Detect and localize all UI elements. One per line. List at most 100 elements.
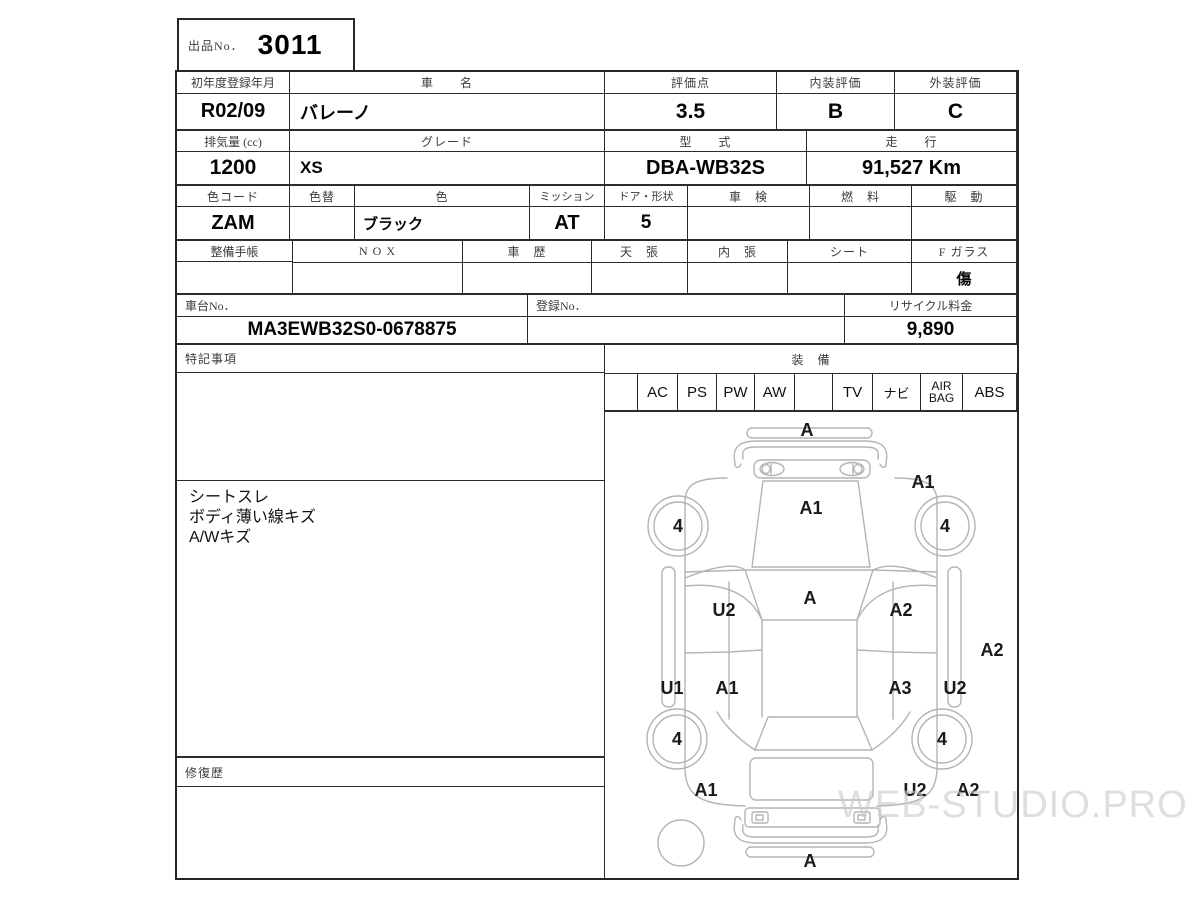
field-headliner-label: 天 張 (592, 241, 687, 263)
field-score-value: 3.5 (675, 99, 706, 123)
field-service-book: 整備手帳 (177, 241, 293, 295)
field-fuel-value (810, 207, 911, 239)
damage-mark: A (804, 588, 817, 608)
damage-marks: A A1 4 4 A1 A U2 A2 A2 U1 A1 A3 U2 4 4 A1 U2 A2 A (660, 420, 1003, 871)
field-mileage-label: 走 行 (807, 131, 1016, 152)
damage-mark: A1 (799, 498, 822, 518)
field-grade-label: グレード (290, 131, 604, 152)
equipment-cell-abs: ABS (963, 374, 1017, 410)
field-nox-label: N O X (293, 241, 462, 263)
field-service-book-value (177, 262, 292, 293)
equipment-cell-pw: PW (717, 374, 755, 410)
field-drive-value (912, 207, 1016, 239)
field-color-code-value: ZAM (211, 211, 255, 234)
repair-header: 修復歴 (177, 758, 605, 787)
auction-no-label: 出品No． (188, 38, 244, 53)
field-recycle-fee: リサイクル料金 9,890 (845, 295, 1017, 345)
equipment-cell-air-bag: AIR BAG (921, 374, 963, 410)
damage-mark: U1 (660, 678, 683, 698)
field-displacement-value: 1200 (209, 156, 257, 179)
field-exterior-value: C (947, 99, 964, 123)
equipment-cell-empty (795, 374, 833, 410)
field-inspection-label: 車 検 (688, 186, 809, 207)
field-history: 車 歴 (463, 241, 592, 295)
field-mileage-value: 91,527 Km (862, 156, 961, 179)
damage-mark: A1 (715, 678, 738, 698)
note-line: シートスレ (189, 489, 270, 506)
auction-no-box: 出品No． 3011 (177, 18, 355, 72)
notes-box: シートスレ ボディ薄い線キズ A/Wキズ (177, 481, 605, 758)
damage-mark: A1 (911, 472, 934, 492)
damage-mark: 4 (672, 729, 682, 749)
field-f-glass: F ガラス 傷 (912, 241, 1017, 295)
field-reg-no: 登録No． (528, 295, 845, 345)
damage-mark: 4 (673, 516, 683, 536)
field-chassis-no: 車台No． MA3EWB32S0-0678875 (177, 295, 528, 345)
damage-mark: A2 (889, 600, 912, 620)
field-door-trim: 内 張 (688, 241, 788, 295)
damage-mark: A (801, 420, 814, 440)
field-color-code: 色コード ZAM (177, 186, 290, 241)
damage-mark: 4 (937, 729, 947, 749)
field-color-change-value (290, 207, 354, 239)
field-fuel: 燃 料 (810, 186, 912, 241)
field-color: 色 ブラック (355, 186, 530, 241)
field-transmission: ミッション AT (530, 186, 605, 241)
note-line: A/Wキズ (189, 529, 252, 546)
field-inspection-value (688, 207, 809, 239)
field-score: 評価点 3.5 (605, 72, 777, 131)
field-nox: N O X (293, 241, 463, 295)
field-first-reg-value: R02/09 (200, 100, 266, 122)
damage-mark: U2 (712, 600, 735, 620)
field-displacement: 排気量 (cc) 1200 (177, 131, 290, 186)
field-doors-label: ドア・形状 (605, 186, 687, 207)
field-seat: シート (788, 241, 912, 295)
equipment-cell-ナビ: ナビ (873, 374, 921, 410)
field-interior-value: B (827, 99, 844, 123)
field-exterior-label: 外装評価 (895, 72, 1016, 94)
field-mileage: 走 行 91,527 Km (807, 131, 1017, 186)
notes-lines: シートスレ ボディ薄い線キズ A/Wキズ (177, 481, 328, 555)
field-headliner-value (592, 263, 687, 293)
field-fuel-label: 燃 料 (810, 186, 911, 207)
field-f-glass-label: F ガラス (912, 241, 1016, 263)
field-car-name-value: バレーノ (300, 102, 371, 123)
damage-mark: U2 (943, 678, 966, 698)
field-drive: 駆 動 (912, 186, 1017, 241)
car-outline (646, 427, 976, 867)
damage-mark: 4 (940, 516, 950, 536)
car-diagram-cell: A A1 4 4 A1 A U2 A2 A2 U1 A1 A3 U2 4 4 A1 U2 A2 A (605, 412, 1017, 878)
field-grade-value: XS (300, 158, 323, 177)
field-first-reg-label: 初年度登録年月 (177, 72, 289, 94)
field-doors: ドア・形状 5 (605, 186, 688, 241)
field-transmission-value: AT (554, 211, 580, 234)
damage-mark: A2 (956, 780, 979, 800)
field-displacement-label: 排気量 (cc) (177, 131, 289, 152)
field-car-name-label: 車 名 (290, 72, 604, 94)
repair-header-label: 修復歴 (185, 765, 225, 780)
field-drive-label: 駆 動 (912, 186, 1016, 207)
auction-no-value: 3011 (257, 29, 323, 60)
field-recycle-fee-value: 9,890 (906, 319, 955, 340)
auction-sheet-table: 初年度登録年月 R02/09 車 名 バレーノ 評価点 3.5 内装評価 B 外… (175, 70, 1019, 880)
car-damage-diagram: A A1 4 4 A1 A U2 A2 A2 U1 A1 A3 U2 4 4 A1 U2 A2 A (646, 420, 1004, 871)
notes-header: 特記事項 (177, 345, 605, 373)
field-nox-value (293, 263, 462, 293)
field-history-label: 車 歴 (463, 241, 591, 263)
field-seat-label: シート (788, 241, 911, 263)
equipment-cell-aw: AW (755, 374, 795, 410)
equipment-cell-empty (605, 374, 638, 410)
field-color-code-label: 色コード (177, 186, 289, 207)
repair-empty-box (177, 787, 605, 878)
field-transmission-label: ミッション (530, 186, 604, 207)
damage-mark: A1 (694, 780, 717, 800)
equipment-row: AC PS PW AW TV ナビ AIR BAG ABS (605, 374, 1017, 412)
field-grade: グレード XS (290, 131, 605, 186)
equipment-cell-ps: PS (678, 374, 717, 410)
damage-mark: U2 (903, 780, 926, 800)
field-first-reg: 初年度登録年月 R02/09 (177, 72, 290, 131)
notes-header-label: 特記事項 (185, 352, 238, 366)
field-model-code: 型 式 DBA-WB32S (605, 131, 807, 186)
field-headliner: 天 張 (592, 241, 688, 295)
